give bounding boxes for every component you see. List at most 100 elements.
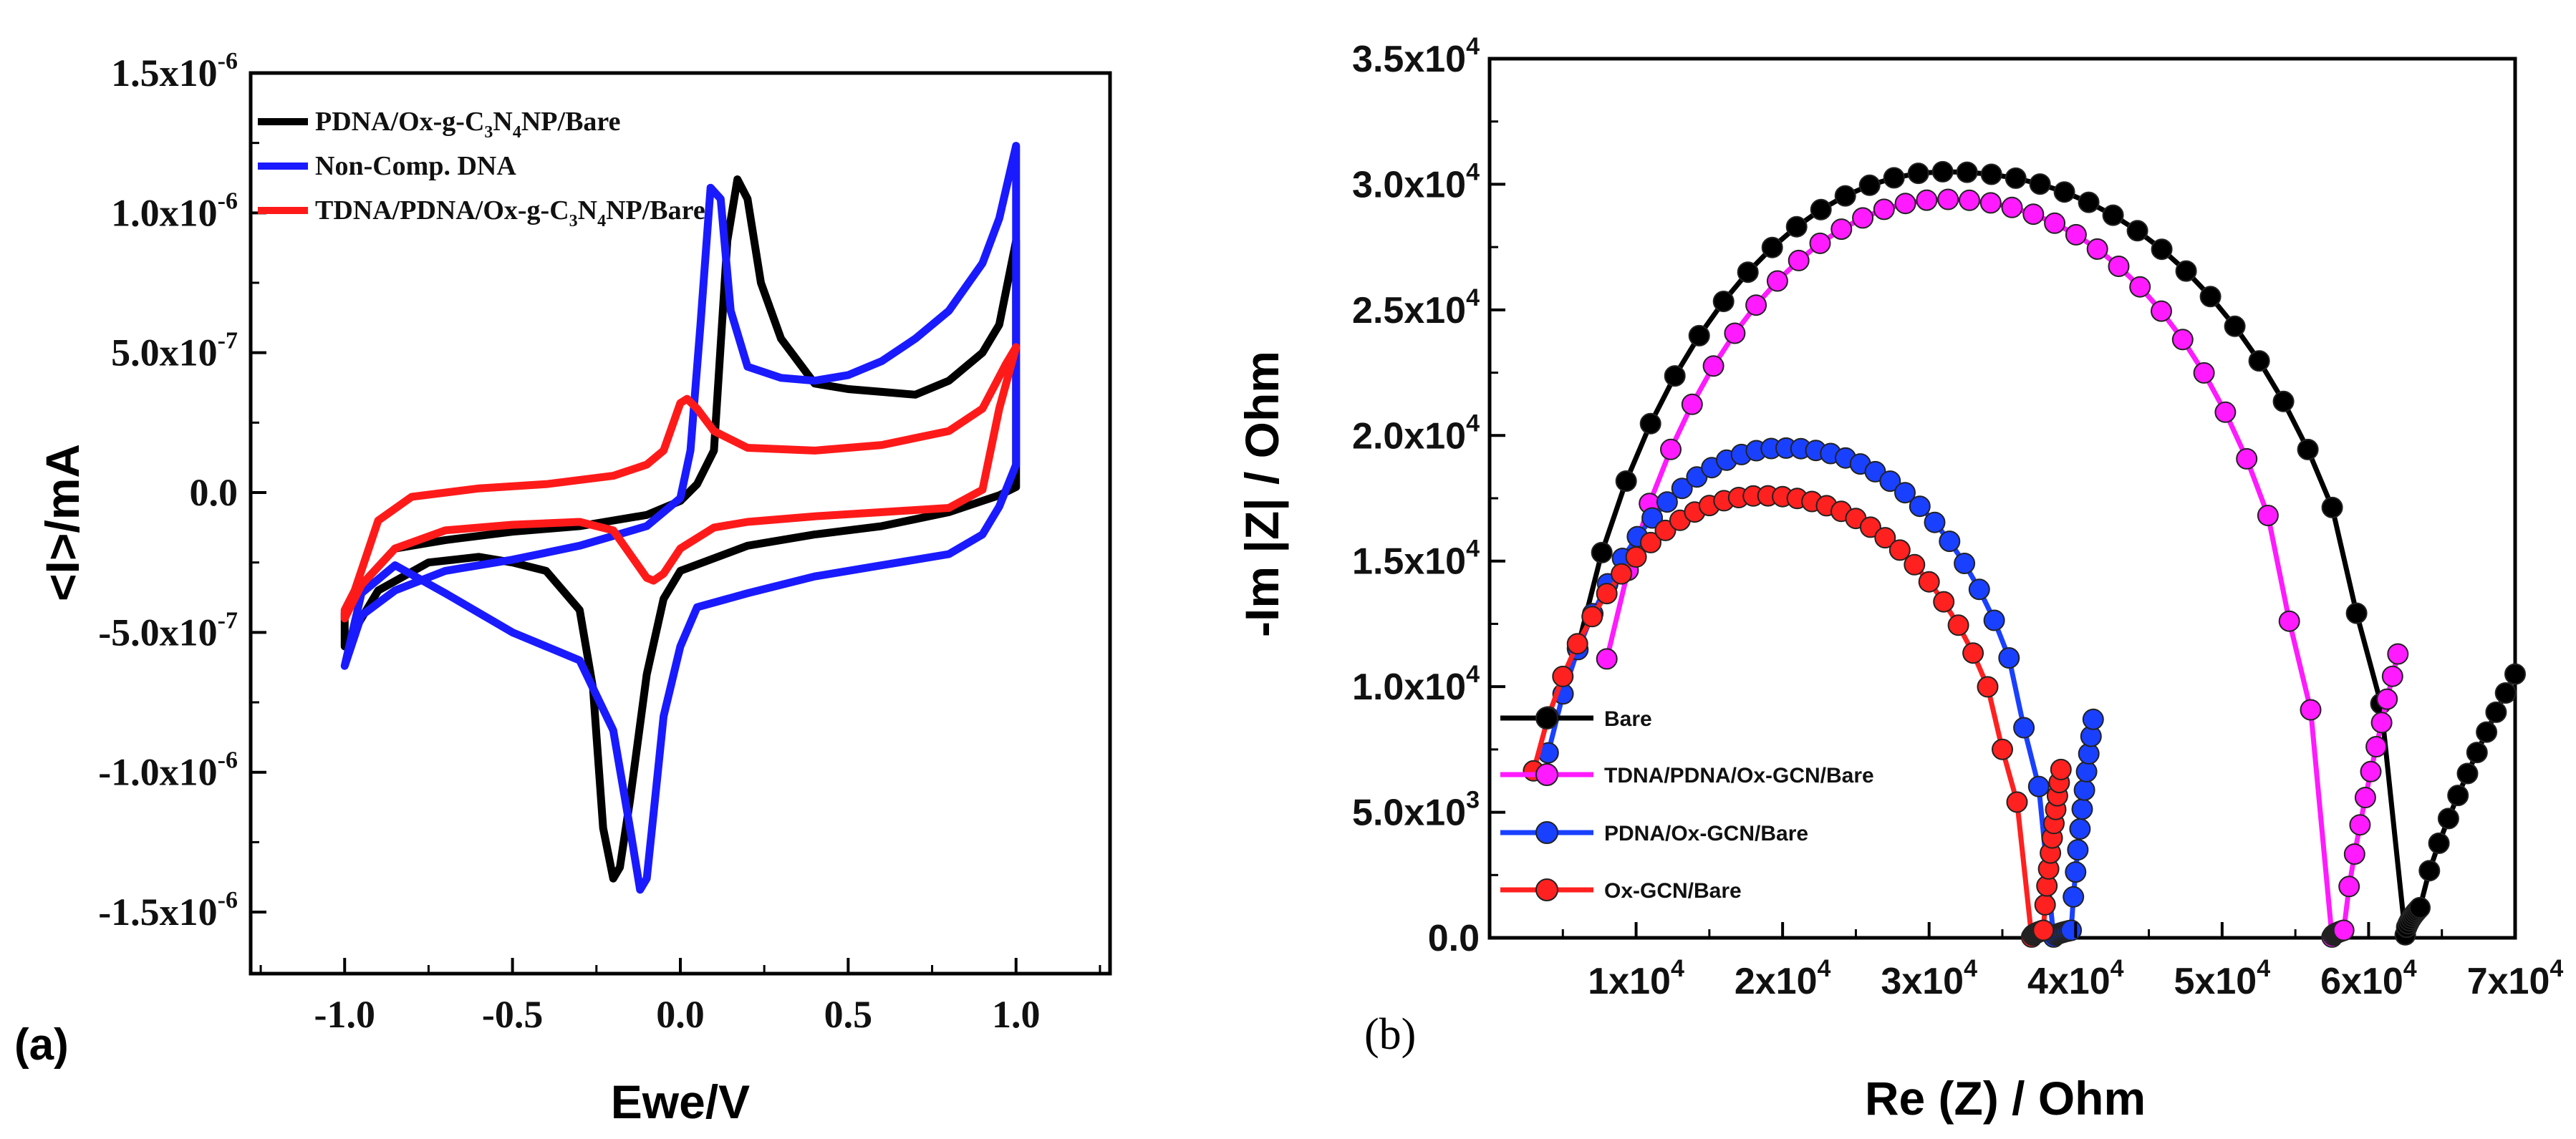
data-point (2343, 843, 2365, 865)
tick-exponent: 4 (2111, 955, 2124, 982)
tick-mantissa: 2x10 (1735, 961, 1818, 1002)
legend-text: N (578, 195, 597, 226)
data-point (2376, 688, 2398, 710)
data-point (2428, 832, 2450, 854)
tick-exponent: -6 (218, 747, 238, 774)
y-tick-label: -1.0x10-6 (98, 747, 238, 794)
data-point (2108, 256, 2130, 277)
data-point (2321, 496, 2343, 518)
data-point (2297, 438, 2319, 460)
data-point (2300, 699, 2322, 721)
data-point (2171, 329, 2194, 351)
data-point (2333, 919, 2355, 941)
data-point (2338, 876, 2360, 898)
data-point (1874, 527, 1896, 549)
data-point (2082, 708, 2104, 730)
data-point (2013, 717, 2035, 739)
data-point (1566, 633, 1588, 655)
legend-subscript: 4 (597, 212, 606, 231)
data-point (1596, 648, 1618, 670)
data-point (2485, 701, 2507, 723)
data-point (2032, 919, 2055, 941)
series-line (340, 343, 1021, 623)
data-point (1947, 614, 1969, 636)
x-tick-label: 6x104 (2320, 955, 2417, 1002)
legend-marker (1535, 763, 1558, 786)
y-tick-label: 2.5x104 (1352, 284, 1480, 331)
tick-exponent: -6 (218, 48, 238, 74)
tick-mantissa: 3.0x10 (1352, 164, 1466, 205)
tick-mantissa: 5.0x10 (1352, 793, 1466, 834)
data-point (2360, 760, 2382, 782)
data-point (2175, 260, 2197, 282)
x-tick-label: 7x104 (2467, 955, 2564, 1002)
data-point (1664, 365, 1686, 387)
legend-marker (1535, 878, 1558, 901)
legend-label: PDNA/Ox-GCN/Bare (1604, 822, 1808, 845)
data-point (2151, 238, 2173, 261)
tick-exponent: 4 (1466, 33, 1480, 60)
y-tick-label: -5.0x10-7 (98, 607, 238, 654)
data-point (1894, 482, 1916, 504)
y-tick-label: -1.5x10-6 (98, 887, 238, 934)
tick-mantissa: 0.0 (1428, 918, 1480, 959)
data-point (2504, 663, 2526, 685)
x-tick-label: -0.5 (482, 993, 543, 1036)
data-point (2248, 350, 2270, 372)
y-tick-label: 3.0x104 (1352, 158, 1480, 205)
panel-a-xlabel: Ewe/V (611, 1075, 750, 1128)
data-point (2126, 220, 2148, 242)
data-point (2257, 505, 2279, 526)
data-point (2409, 896, 2431, 919)
data-point (2224, 315, 2246, 337)
y-tick-label: 0.0 (1428, 918, 1480, 959)
data-point (2086, 238, 2108, 260)
legend-marker (1535, 707, 1558, 730)
data-point (2073, 779, 2095, 801)
data-point (2129, 276, 2151, 298)
y-tick-label: 1.5x104 (1352, 535, 1480, 583)
data-point (2354, 787, 2376, 808)
legend-subscript: 3 (569, 212, 578, 231)
data-point (2078, 191, 2100, 213)
tick-mantissa: 7x10 (2467, 961, 2550, 1002)
data-point (1737, 261, 1759, 283)
tick-mantissa: 2.5x10 (1352, 290, 1466, 331)
data-point (2006, 791, 2028, 813)
data-point (2069, 818, 2091, 840)
panel-a: -1.0 -0.5 0.0 0.5 1.01.5x10-61.0x10-65.0x10-… (14, 48, 1112, 1128)
legend-label: TDNA/PDNA/Ox-GCN/Bare (1604, 764, 1874, 787)
data-point (1552, 665, 1574, 687)
x-tick-label: 0.0 (656, 993, 705, 1036)
data-point (2272, 390, 2295, 412)
data-point (2005, 167, 2027, 189)
panel-b-ylabel: -Im |Z| / Ohm (1235, 351, 1290, 637)
tick-mantissa: 1.0x10 (111, 191, 218, 234)
legend-text: TDNA/PDNA/Ox-g-C (315, 195, 569, 226)
data-point (2022, 203, 2045, 226)
tick-exponent: 4 (1964, 955, 1977, 982)
tick-mantissa: 6x10 (2320, 961, 2403, 1002)
data-point (1998, 647, 2020, 669)
y-tick-label: 0.0 (190, 471, 238, 514)
x-tick-label: 1.0 (992, 993, 1041, 1036)
x-tick-label: 0.5 (824, 993, 873, 1036)
data-point (1979, 192, 2002, 214)
y-tick-label: 1.0x104 (1352, 661, 1480, 708)
tick-mantissa: 5x10 (2174, 961, 2257, 1002)
tick-exponent: 4 (1466, 661, 1480, 688)
data-point (2027, 775, 2050, 798)
y-tick-label: 5.0x10-7 (111, 328, 238, 374)
tick-mantissa: -1.5x10 (98, 891, 217, 934)
data-point (1641, 507, 1664, 529)
data-point (1671, 478, 1693, 500)
data-point (2067, 839, 2089, 861)
data-point (1924, 511, 1946, 533)
data-point (1766, 270, 1788, 292)
data-point (1907, 163, 1929, 185)
data-point (1937, 188, 1959, 210)
y-tick-label: 2.0x104 (1352, 409, 1480, 457)
data-point (1724, 322, 1746, 344)
x-tick-label: 3x104 (1881, 955, 1977, 1002)
